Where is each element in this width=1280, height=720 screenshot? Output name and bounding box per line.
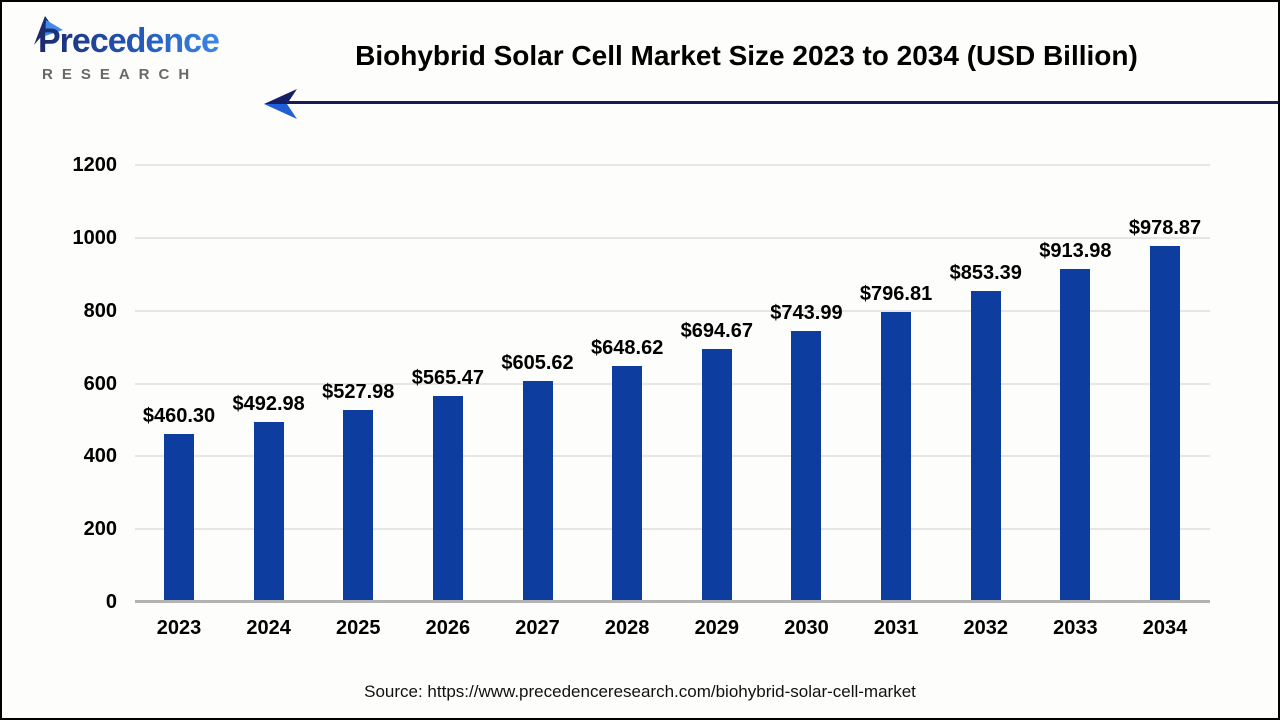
bar-value-label: $694.67	[680, 320, 753, 343]
source-attribution: Source: https://www.precedenceresearch.c…	[364, 682, 916, 701]
x-tick-label: 2023	[156, 617, 202, 639]
bar-2028	[612, 365, 643, 602]
logo-brand-text: Precedence	[38, 22, 220, 60]
bar-2024	[253, 422, 284, 602]
arrow-line	[282, 101, 1278, 104]
gridline-200	[135, 528, 1210, 531]
paper-plane-icon	[34, 16, 63, 45]
bar-2023	[164, 434, 194, 602]
gridline-1200	[135, 164, 1210, 166]
bar-2027	[522, 381, 553, 602]
y-tick-label: 1000	[72, 226, 118, 249]
bar-value-label: $743.99	[770, 302, 843, 325]
x-tick-label: 2031	[873, 617, 919, 639]
bar-value-label: $853.39	[949, 262, 1022, 285]
bar-value-label: $492.98	[232, 393, 305, 416]
x-tick-label: 2026	[425, 617, 471, 639]
x-tick-label: 2034	[1142, 617, 1188, 639]
x-tick-label: 2025	[336, 617, 381, 639]
bar-2034	[1150, 245, 1180, 602]
bar-2033	[1060, 269, 1091, 602]
logo-sub-text: RESEARCH	[42, 66, 199, 83]
gridline-400	[135, 455, 1210, 458]
gridline-800	[135, 309, 1210, 312]
bar-chart-plot-area: $460.30 $492.98 $527.98 $565.47 $605.62 $648.…	[135, 164, 1210, 603]
bar-2026	[432, 396, 463, 602]
y-tick-label: 600	[83, 372, 117, 395]
x-axis-line	[135, 600, 1210, 603]
y-tick-label: 800	[83, 299, 117, 322]
y-tick-label: 1200	[72, 154, 118, 176]
x-tick-label: 2029	[694, 617, 740, 639]
bar-2030	[791, 331, 822, 602]
bar-value-label: $913.98	[1039, 240, 1112, 263]
bar-2032	[970, 291, 1001, 602]
y-tick-label: 200	[83, 518, 117, 541]
bar-2025	[343, 409, 374, 602]
bar-value-label: $565.47	[411, 367, 485, 390]
bar-value-label: $460.30	[142, 405, 216, 428]
bar-value-label: $605.62	[501, 352, 574, 375]
y-tick-label: 0	[105, 591, 117, 613]
precedence-research-logo: Precedence RESEARCH	[30, 14, 240, 86]
x-tick-label: 2027	[515, 617, 560, 639]
page-title: Biohybrid Solar Cell Market Size 2023 to…	[355, 40, 1138, 71]
gridline-1000	[135, 236, 1210, 239]
left-arrow-icon	[264, 89, 297, 119]
bar-2029	[701, 349, 732, 602]
bar-value-label: $978.87	[1128, 216, 1202, 239]
bar-value-label: $527.98	[322, 380, 395, 403]
x-tick-label: 2033	[1053, 617, 1098, 639]
x-tick-label: 2024	[246, 617, 291, 639]
gridline-600	[135, 382, 1210, 385]
x-tick-label: 2028	[604, 617, 650, 639]
bar-2031	[881, 311, 912, 602]
bar-value-label: $796.81	[859, 282, 933, 305]
x-tick-label: 2032	[963, 617, 1008, 639]
bar-value-label: $648.62	[591, 336, 664, 359]
x-tick-label: 2030	[784, 617, 829, 639]
y-tick-label: 400	[83, 445, 117, 468]
